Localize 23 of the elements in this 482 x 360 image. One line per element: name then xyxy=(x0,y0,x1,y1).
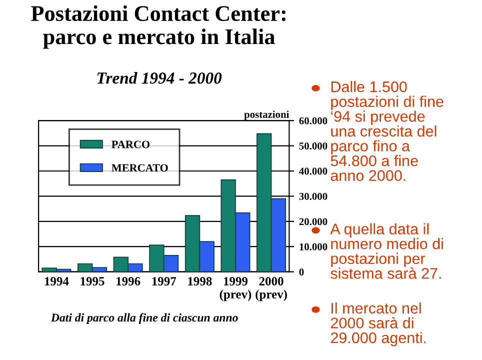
x-tick-label: 1997 xyxy=(152,277,176,286)
x-tick-label: 1998 xyxy=(188,277,212,286)
legend-label: PARCO xyxy=(112,140,150,148)
y-tick-label: 60.000 xyxy=(299,117,328,124)
chart-subtitle: Trend 1994 - 2000 xyxy=(97,72,222,84)
text: Dati di parco alla fine di ciascun anno xyxy=(50,313,238,324)
y-tick-label: 10.000 xyxy=(300,243,328,250)
x-tick-label: 1995 xyxy=(80,277,104,286)
y-tick-label: 30.000 xyxy=(299,192,328,200)
y-tick-label: 40.000 xyxy=(299,168,328,175)
x-tick-label: 2000 (prev) xyxy=(256,277,287,302)
text: A quella data il numero medio di postazioni per sistema sarà 27. xyxy=(330,223,443,279)
y-tick-label: 50.000 xyxy=(299,142,328,150)
chart-title: Postazioni Contact Center: parco e mercato in Italia xyxy=(31,5,286,49)
x-tick-label: 1999 (prev) xyxy=(220,277,252,302)
text: Dalle 1.500 postazioni di fine ‘94 si prevede una crescita del parco fino a 54.800 a fine anno 2000. xyxy=(330,81,444,181)
text: Il mercato nel 2000 sarà di 29.000 agenti. xyxy=(330,302,426,346)
legend-label: MERCATO xyxy=(112,164,168,172)
x-tick-label: 1994 xyxy=(44,277,69,286)
x-tick-label: 1996 xyxy=(116,277,140,286)
y-axis-title: postazioni xyxy=(244,110,290,120)
y-tick-label: 20.000 xyxy=(299,218,328,226)
y-tick-label: 0 xyxy=(299,268,304,276)
